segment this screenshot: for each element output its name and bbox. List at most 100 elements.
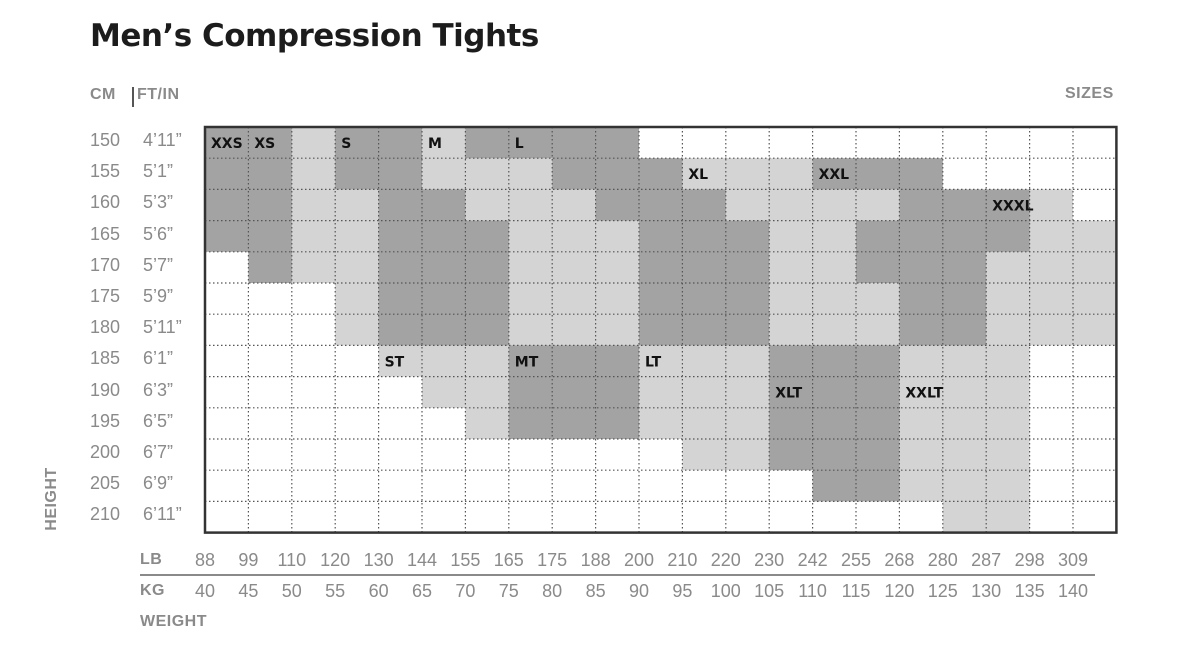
grid-cell [1073,189,1117,222]
grid-cell [769,501,814,534]
grid-cell [856,283,900,315]
size-label: MT [515,354,539,370]
grid-cell [942,251,987,284]
grid-cell [1029,127,1074,159]
grid-cell [508,439,553,471]
grid-cell [335,501,380,534]
height-cm-label: 150 [90,130,121,150]
weight-lb-label: 287 [971,550,1002,570]
grid-cell [291,470,336,502]
weight-lb-label: 268 [884,550,915,570]
grid-cell [682,376,727,409]
grid-cell [248,407,293,440]
grid-cell [335,470,380,502]
grid-cell [639,189,683,222]
grid-cell [986,127,1031,159]
grid-cell [725,283,770,315]
grid-cell [856,158,900,190]
grid-cell [465,314,510,346]
grid-cell [639,251,683,284]
chart-title: Men’s Compression Tights [90,18,539,54]
grid-cell [942,127,987,159]
grid-cell [595,345,640,378]
height-cm-label: 155 [90,161,121,182]
grid-cell [508,220,553,253]
weight-kg-label: 60 [368,581,389,601]
grid-cell [378,501,423,534]
height-ftin-label: 4’11” [143,130,182,150]
weight-lb-label: 165 [493,550,524,570]
height-cm-label: 180 [90,317,121,338]
grid-cell [1073,376,1117,409]
grid-cell [552,314,597,346]
grid-cell [205,251,249,284]
grid-cell [291,376,336,409]
weight-lb-label: 309 [1057,550,1089,570]
grid-cell [639,501,683,534]
grid-cell [552,220,597,253]
grid-cell [595,158,640,190]
grid-cell [335,407,380,440]
weight-lb-label: 155 [450,550,481,570]
grid-cell [769,189,814,222]
grid-cell [942,470,987,502]
grid-cell [422,439,466,471]
grid-cell [942,407,987,440]
grid-cell [378,127,423,159]
grid-cell [465,158,510,190]
height-ftin-label: 6’11” [143,504,182,525]
grid-cell [856,501,900,534]
grid-cell [856,345,900,378]
grid-cell [508,127,553,159]
grid-cell [595,439,640,471]
grid-cell [378,251,423,284]
grid-cell [1073,127,1117,159]
grid-cell [422,376,466,409]
grid-cell [986,283,1031,315]
grid-cell [378,376,423,409]
height-cm-label: 175 [90,286,121,306]
weight-kg-label: 120 [884,581,915,601]
grid-cell [422,345,466,378]
height-cm-label: 205 [90,473,121,494]
grid-cell [378,283,423,315]
grid-cell [769,158,814,190]
grid-cell [291,345,336,378]
grid-cell [682,407,727,440]
grid-cell [335,158,380,190]
grid-cell [1029,470,1074,502]
size-label: LT [645,354,662,370]
grid-cell [986,158,1031,190]
weight-lb-label: 175 [537,550,568,570]
grid-cell [725,189,770,222]
grid-cell [639,220,683,253]
grid-cell [1029,251,1074,284]
weight-kg-label: 115 [841,581,871,601]
grid-cell [986,501,1031,534]
cm-header: CM [90,86,116,103]
grid-cell [335,189,380,222]
grid-cell [1029,283,1074,315]
weight-kg-label: 140 [1057,581,1089,601]
grid-cell [986,407,1031,440]
grid-cell [725,501,770,534]
weight-lb-label: 88 [194,550,216,570]
grid-cell [1029,501,1074,534]
grid-cell [335,283,380,315]
height-cm-label: 160 [90,192,121,213]
grid-cell [812,470,857,502]
grid-cell [291,439,336,471]
grid-cell [1029,220,1074,253]
grid-cell [682,127,727,159]
weight-divider [140,574,1095,576]
grid-cell [856,220,900,253]
grid-cell [899,283,944,315]
weight-kg-label: 95 [672,581,693,601]
grid-cell [812,314,857,346]
weight-kg-label: 75 [498,581,519,601]
grid-cell [725,251,770,284]
grid-cell [422,314,466,346]
grid-cell [248,189,293,222]
grid-cell [465,127,510,159]
grid-cell [639,439,683,471]
